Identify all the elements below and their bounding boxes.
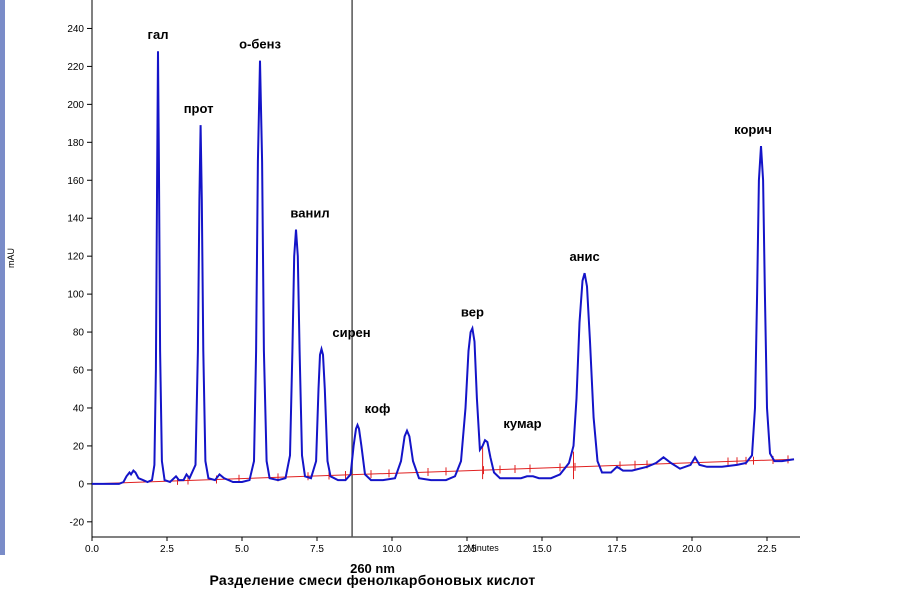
y-axis-title: mAU	[6, 248, 16, 268]
x-axis-title: Minutes	[467, 543, 499, 553]
x-tick-label: 10.0	[382, 544, 402, 555]
y-tick-label: 60	[73, 366, 85, 377]
peak-label: коф	[365, 401, 391, 416]
plot-area	[92, 0, 800, 537]
x-tick-label: 12.5	[457, 544, 477, 555]
y-tick-label: 80	[73, 328, 85, 339]
y-tick-label: 140	[67, 214, 84, 225]
y-tick-label: 0	[78, 479, 84, 490]
chromatogram-chart: -20 0 20 40 60 80 100 120 140 160 180 200 220 240 0.0…	[0, 0, 800, 555]
y-tick-label: 200	[67, 100, 84, 111]
peak-label: гал	[148, 27, 169, 42]
y-tick-label: 100	[67, 290, 84, 301]
x-tick-label: 22.5	[757, 544, 777, 555]
peak-label: анис	[569, 249, 599, 264]
x-tick-label: 5.0	[235, 544, 249, 555]
left-window-strip	[0, 0, 5, 555]
y-tick-label: 180	[67, 138, 84, 149]
x-tick-label: 20.0	[682, 544, 702, 555]
baseline-line	[91, 458, 795, 485]
peak-label: корич	[734, 122, 772, 137]
y-tick-label: 20	[73, 441, 85, 452]
x-tick-label: 2.5	[160, 544, 174, 555]
y-tick-label: 220	[67, 62, 84, 73]
x-tick-label: 7.5	[310, 544, 324, 555]
peak-labels: гал прот о-бенз ванил сирен коф вер кумар анис ко…	[148, 27, 772, 431]
x-tick-label: 15.0	[532, 544, 552, 555]
peak-label: ванил	[290, 206, 329, 221]
peak-label: кумар	[503, 416, 541, 431]
wavelength-caption: 260 nm	[350, 561, 395, 576]
y-axis-ticks: -20 0 20 40 60 80 100 120 140 160 180 200 220 240	[67, 24, 92, 528]
integration-baseline	[91, 445, 795, 485]
x-tick-label: 0.0	[85, 544, 99, 555]
x-tick-label: 17.5	[607, 544, 627, 555]
peak-label: прот	[184, 101, 214, 116]
x-axis-ticks: 0.0 2.5 5.0 7.5 10.0 12.5 15.0 17.5 20.0 22.5	[85, 537, 777, 555]
y-tick-label: 120	[67, 252, 84, 263]
y-tick-label: 40	[73, 403, 85, 414]
y-tick-label: -20	[70, 517, 85, 528]
chromatogram-trace	[92, 51, 795, 485]
chart-caption-title: Разделение смеси фенолкарбоновых кислот	[209, 572, 536, 588]
y-tick-label: 160	[67, 176, 84, 187]
peak-label: о-бенз	[239, 37, 281, 52]
peak-label: вер	[461, 304, 484, 319]
peak-label: сирен	[332, 325, 370, 340]
y-tick-label: 240	[67, 24, 84, 35]
